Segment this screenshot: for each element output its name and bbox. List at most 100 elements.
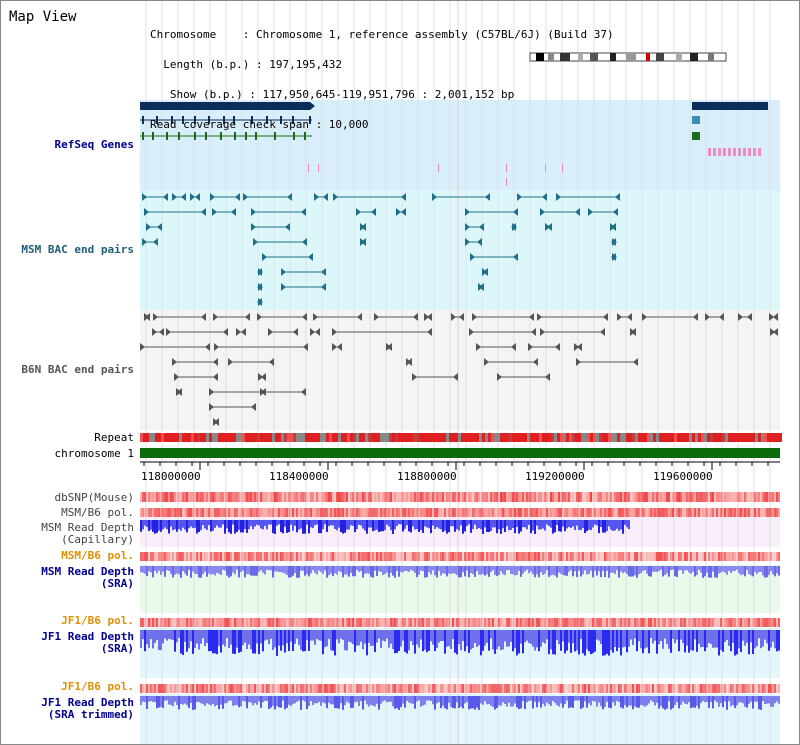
msm-pol-cell <box>424 508 426 517</box>
track-label-msm-depth-cap[interactable]: MSM Read Depth (Capillary) <box>41 521 134 546</box>
msm-depth-sra-bar <box>604 566 606 578</box>
msm-pol2-cell <box>766 552 768 561</box>
msm-depth-sra-bar <box>688 566 690 573</box>
jf1-pol2-cell <box>162 684 164 693</box>
msm-depth-sra-bar <box>560 566 562 574</box>
msm-depth-sra-bar <box>524 566 526 572</box>
jf1-pol-cell <box>758 618 760 627</box>
jf1-pol-cell <box>520 618 522 627</box>
jf1-pol-cell <box>346 618 348 627</box>
repeat-block <box>497 433 500 442</box>
repeat-block <box>392 433 395 442</box>
bac-end <box>153 313 158 321</box>
jf1-pol-cell <box>550 618 552 627</box>
track-label-refseq[interactable]: RefSeq Genes <box>54 138 134 151</box>
jf1-depth-bar <box>510 630 512 642</box>
jf1-depth-trim-bar <box>556 696 558 706</box>
msm-pol2-cell <box>438 552 440 561</box>
track-label-jf1-depth-trim[interactable]: JF1 Read Depth (SRA trimmed) <box>41 696 134 721</box>
jf1-pol-cell <box>412 618 414 627</box>
track-label-msm-b6-pol-2[interactable]: MSM/B6 pol. <box>61 549 134 562</box>
jf1-depth-trim-bar <box>344 696 346 706</box>
jf1-pol2-cell <box>476 684 478 693</box>
dbsnp-cell <box>214 492 216 502</box>
msm-depth-sra-bar <box>152 566 154 578</box>
track-label-b6n-bac[interactable]: B6N BAC end pairs <box>21 363 134 376</box>
ideogram-band <box>610 53 616 61</box>
jf1-depth-bar <box>528 630 530 644</box>
track-label-msm-bac[interactable]: MSM BAC end pairs <box>21 243 134 256</box>
track-label-dbsnp[interactable]: dbSNP(Mouse) <box>54 491 134 504</box>
track-label-msm-depth-sra[interactable]: MSM Read Depth (SRA) <box>41 565 134 590</box>
jf1-depth-trim-bar <box>636 696 638 708</box>
msm-depth-sra-bar <box>432 566 434 571</box>
msm-depth-sra-bar <box>288 566 290 578</box>
dbsnp-cell <box>388 492 390 502</box>
track-label-repeat[interactable]: Repeat <box>94 431 134 444</box>
jf1-depth-bar <box>366 630 368 656</box>
gene-exon <box>194 116 196 124</box>
gene-exon <box>152 132 154 140</box>
jf1-pol2-cell <box>240 684 242 693</box>
track-label-msm-b6-pol-1[interactable]: MSM/B6 pol. <box>61 506 134 519</box>
msm-pol2-cell <box>706 552 708 561</box>
jf1-depth-bar <box>574 630 576 652</box>
repeat-block <box>443 433 446 442</box>
msm-depth-sra-bar <box>750 566 752 576</box>
jf1-pol2-cell <box>286 684 288 693</box>
jf1-pol-cell <box>290 618 292 627</box>
msm-pol-cell <box>190 508 192 517</box>
jf1-pol-cell <box>264 618 266 627</box>
msm-depth-sra-bar <box>302 566 304 571</box>
msm-pol2-cell <box>596 552 598 561</box>
dbsnp-cell <box>288 492 290 502</box>
repeat-block <box>632 433 635 442</box>
jf1-depth-bar <box>238 630 240 653</box>
msm-pol-cell <box>148 508 150 517</box>
bac-end <box>574 343 579 351</box>
jf1-pol2-cell <box>390 684 392 693</box>
repeat-block <box>644 433 647 442</box>
jf1-pol2-cell <box>150 684 152 693</box>
track-label-jf1-depth-sra[interactable]: JF1 Read Depth (SRA) <box>41 630 134 655</box>
jf1-depth-bar <box>282 630 284 646</box>
jf1-pol2-cell <box>326 684 328 693</box>
msm-depth-sra-bar <box>224 566 226 571</box>
msm-depth-sra-bar <box>646 566 648 574</box>
track-label-jf1-b6-pol-1[interactable]: JF1/B6 pol. <box>61 614 134 627</box>
msm-pol2-cell <box>474 552 476 561</box>
jf1-pol2-cell <box>696 684 698 693</box>
msm-pol-cell <box>510 508 512 517</box>
msm-pol-cell <box>670 508 672 517</box>
msm-depth-sra-bar <box>532 566 534 575</box>
track-label-jf1-b6-pol-2[interactable]: JF1/B6 pol. <box>61 680 134 693</box>
gene-exon <box>142 116 144 124</box>
dbsnp-cell <box>504 492 506 502</box>
msm-depth-sra-bar <box>284 566 286 574</box>
msm-depth-sra-bar <box>248 566 250 575</box>
dbsnp-cell <box>672 492 674 502</box>
msm-depth-cap-bar <box>340 520 342 533</box>
dbsnp-cell <box>300 492 302 502</box>
msm-pol-cell <box>602 508 604 517</box>
msm-depth-cap-bar <box>394 520 396 530</box>
gene-exon <box>142 132 144 140</box>
jf1-depth-bar <box>666 630 668 644</box>
bac-end <box>223 328 228 336</box>
msm-pol2-cell <box>424 552 426 561</box>
msm-depth-sra-bar <box>744 566 746 577</box>
jf1-pol2-cell <box>700 684 702 693</box>
msm-depth-sra-bar <box>584 566 586 571</box>
msm-pol2-cell <box>510 552 512 561</box>
msm-pol-cell <box>646 508 648 517</box>
dbsnp-cell <box>210 492 212 502</box>
msm-pol2-cell <box>316 552 318 561</box>
msm-depth-sra-bar <box>364 566 366 574</box>
msm-pol-cell <box>264 508 266 517</box>
dbsnp-cell <box>480 492 482 502</box>
msm-pol-cell <box>382 508 384 517</box>
dbsnp-cell <box>546 492 548 502</box>
bac-end <box>140 343 145 351</box>
jf1-depth-trim-bar <box>284 696 286 710</box>
